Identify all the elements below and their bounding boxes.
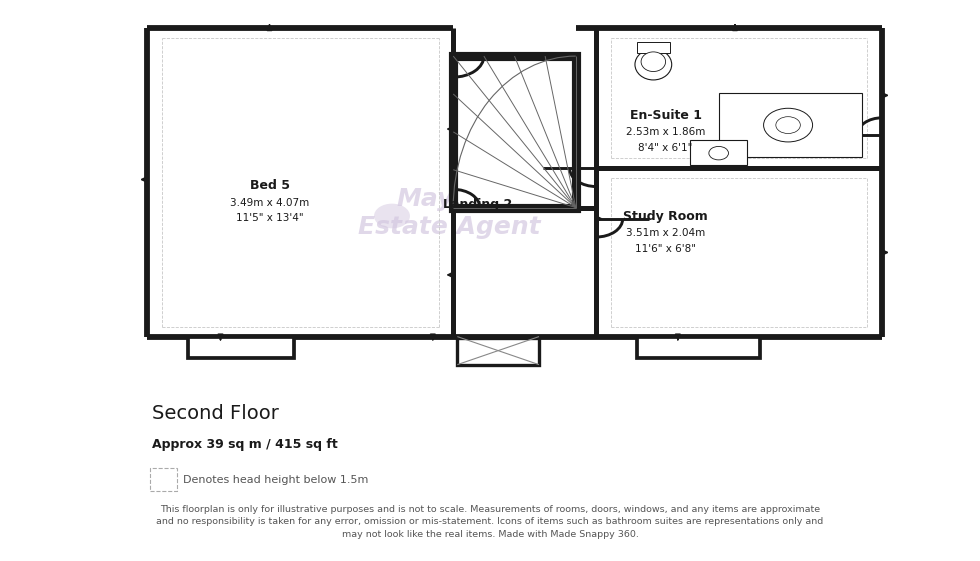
Bar (458, 338, 539, 365)
Bar (718, 93, 861, 157)
Text: Denotes head height below 1.5m: Denotes head height below 1.5m (183, 475, 368, 485)
Text: Second Floor: Second Floor (152, 404, 278, 423)
Text: Mayfair
Estate Agent: Mayfair Estate Agent (358, 187, 541, 239)
Bar (637, 337, 760, 358)
Bar (188, 337, 294, 358)
Text: 11'6" x 6'8": 11'6" x 6'8" (635, 244, 696, 254)
Text: Bed 5: Bed 5 (250, 179, 289, 192)
Bar (453, 56, 575, 208)
Text: 8'4" x 6'1": 8'4" x 6'1" (638, 143, 693, 153)
Text: Study Room: Study Room (623, 210, 708, 223)
Text: This floorplan is only for illustrative purposes and is not to scale. Measuremen: This floorplan is only for illustrative … (157, 505, 823, 539)
Bar (690, 140, 747, 165)
Ellipse shape (641, 52, 665, 72)
Text: 11'5" x 13'4": 11'5" x 13'4" (235, 213, 304, 223)
Text: 3.49m x 4.07m: 3.49m x 4.07m (230, 197, 309, 208)
Circle shape (374, 204, 410, 228)
Ellipse shape (635, 49, 671, 80)
Circle shape (709, 146, 728, 160)
Circle shape (763, 108, 812, 142)
Text: Landing 2: Landing 2 (443, 199, 513, 211)
Text: En-Suite 1: En-Suite 1 (629, 109, 702, 122)
Circle shape (776, 117, 801, 134)
Bar (637, 42, 669, 53)
Text: Approx 39 sq m / 415 sq ft: Approx 39 sq m / 415 sq ft (152, 438, 338, 450)
Text: 2.53m x 1.86m: 2.53m x 1.86m (626, 127, 706, 137)
Text: 3.51m x 2.04m: 3.51m x 2.04m (626, 228, 706, 238)
